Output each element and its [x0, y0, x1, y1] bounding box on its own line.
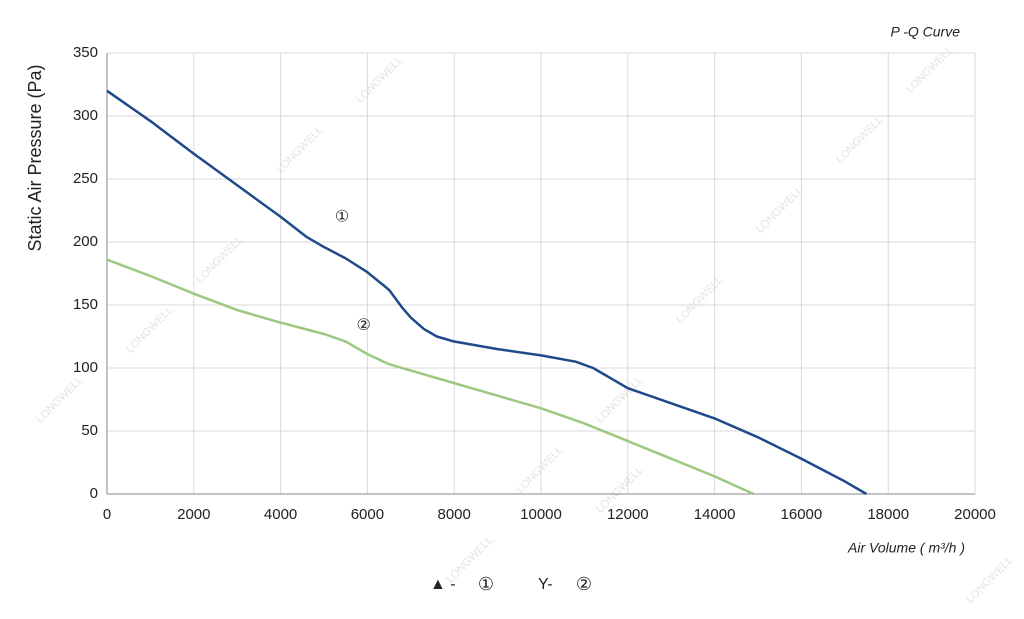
watermark: LONGWELL — [754, 184, 806, 236]
y-tick-label: 150 — [73, 296, 98, 313]
watermark: LONGWELL — [274, 124, 326, 176]
line-series — [106, 258, 755, 496]
watermark: LONGWELL — [674, 274, 726, 326]
x-tick-label: 12000 — [607, 506, 649, 523]
y-tick-label: 250 — [73, 170, 98, 187]
x-tick-label: 2000 — [177, 506, 210, 523]
x-tick-label: 18000 — [867, 506, 909, 523]
watermark: LONGWELL — [834, 114, 886, 166]
series-label: ① — [335, 208, 349, 225]
legend-symbol: ▲ - — [430, 576, 456, 593]
x-tick-label: 0 — [103, 506, 111, 523]
watermark: LONGWELL — [904, 44, 956, 96]
x-tick-label: 20000 — [954, 506, 996, 523]
y-tick-label: 200 — [73, 233, 98, 250]
series-label: ② — [357, 317, 371, 334]
x-tick-label: 8000 — [438, 506, 471, 523]
chart-title: P -Q Curve — [891, 24, 961, 40]
legend-label: ② — [576, 574, 592, 594]
watermark: LONGWELL — [34, 374, 86, 426]
y-tick-label: 0 — [90, 485, 98, 502]
x-tick-label: 4000 — [264, 506, 297, 523]
y-tick-label: 100 — [73, 359, 98, 376]
y-tick-label: 300 — [73, 107, 98, 124]
y-tick-label: 350 — [73, 44, 98, 61]
x-tick-label: 6000 — [351, 506, 384, 523]
x-tick-label: 16000 — [781, 506, 823, 523]
legend-label: ① — [478, 574, 494, 594]
watermark: LONGWELL — [124, 304, 176, 356]
x-axis-label: Air Volume ( m³/h ) — [847, 540, 965, 556]
watermark: LONGWELL — [354, 54, 406, 106]
watermark: LONGWELL — [514, 444, 566, 496]
x-tick-label: 14000 — [694, 506, 736, 523]
y-axis-label: Static Air Pressure (Pa) — [25, 64, 45, 251]
x-tick-label: 10000 — [520, 506, 562, 523]
watermark: LONGWELL — [594, 374, 646, 426]
line-series — [106, 89, 868, 496]
y-tick-label: 50 — [81, 422, 98, 439]
legend-symbol: Y- — [538, 576, 553, 593]
watermark: LONGWELL — [964, 554, 1016, 606]
